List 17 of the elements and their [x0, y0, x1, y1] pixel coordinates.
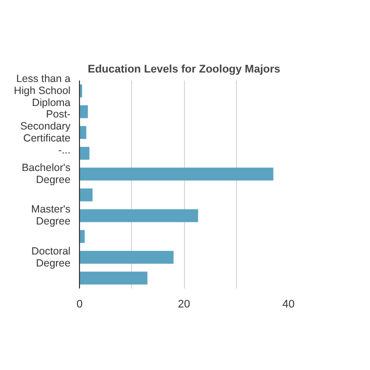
y-tick-label: Post-Secondary Certificate -...	[20, 108, 72, 156]
y-tick-label: Doctoral Degree	[31, 245, 71, 270]
bar	[80, 250, 174, 264]
bar	[80, 272, 148, 285]
x-tick-label: 20	[178, 298, 190, 310]
bar	[80, 126, 86, 139]
bar	[80, 146, 90, 160]
y-tick-label: Bachelor's Degree	[22, 162, 71, 186]
x-tick-label: 40	[282, 298, 295, 310]
y-tick-label: Less than a High School Diploma	[14, 72, 71, 109]
x-tick-label: 0	[76, 298, 83, 310]
bar	[80, 188, 93, 202]
chart-title: Education Levels for Zoology Majors	[88, 64, 280, 76]
bar	[80, 209, 198, 222]
bar	[80, 105, 88, 118]
y-tick-label: Master's Degree	[31, 204, 71, 228]
bar	[80, 168, 274, 181]
